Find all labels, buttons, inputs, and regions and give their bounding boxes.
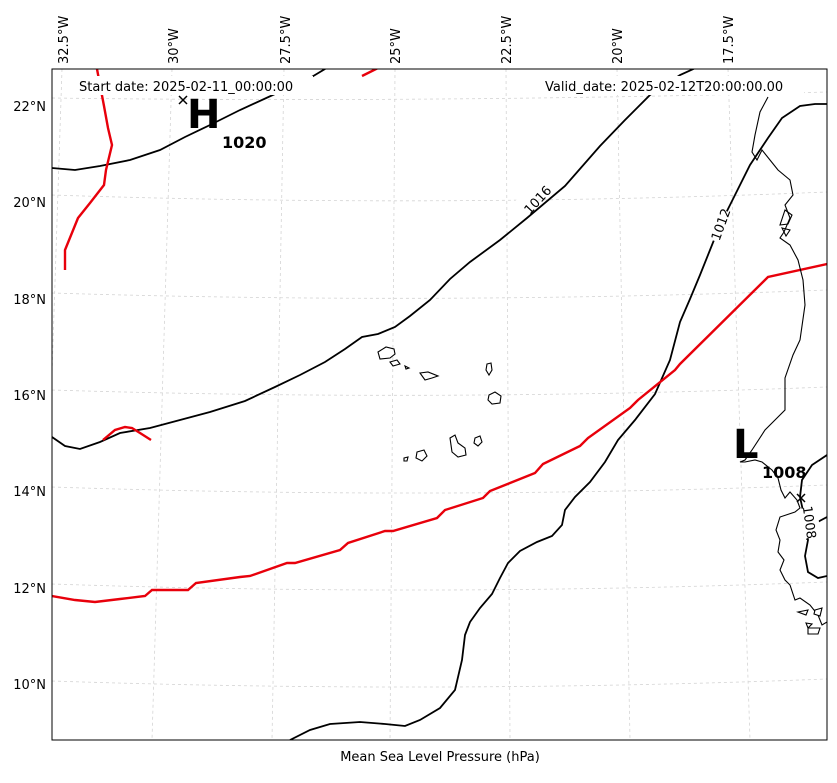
island-sao-vicente	[389, 359, 401, 367]
lon-label: 32.5°W	[57, 16, 72, 64]
map-caption: Mean Sea Level Pressure (hPa)	[340, 750, 540, 765]
lat-label: 12°N	[13, 582, 46, 597]
front-west	[63, 69, 114, 270]
lon-label: 30°W	[167, 28, 182, 64]
valid-date: Valid_date: 2025-02-12T20:00:00.00	[545, 80, 783, 95]
lat-label: 18°N	[13, 293, 46, 308]
lat-label: 16°N	[13, 389, 46, 404]
africa-coast	[739, 96, 827, 626]
island-santo-antao	[377, 346, 396, 360]
high-center-x-icon	[178, 95, 188, 105]
longitude-labels: 32.5°W 30°W 27.5°W 25°W 22.5°W 20°W 17.5…	[57, 16, 737, 64]
lon-label: 22.5°W	[500, 16, 515, 64]
island-maio	[473, 435, 483, 447]
low-pressure-marker	[796, 493, 806, 503]
island-bissagos-2	[813, 607, 823, 617]
fronts	[52, 69, 827, 604]
low-value: 1008	[762, 463, 807, 482]
island-santa-luzia	[404, 364, 411, 370]
latitude-labels: 22°N 20°N 18°N 16°N 14°N 12°N 10°N	[13, 100, 46, 693]
contour-label-1008: 1008	[799, 505, 818, 540]
lat-label: 22°N	[13, 100, 46, 115]
front-cold	[52, 262, 827, 604]
island-brava	[403, 456, 409, 462]
map-frame	[51, 68, 828, 741]
lat-label: 20°N	[13, 196, 46, 211]
lat-label: 14°N	[13, 485, 46, 500]
lon-label: 25°W	[389, 28, 404, 64]
cape-verde-islands	[377, 346, 823, 635]
coastline	[739, 96, 827, 626]
lon-label: 20°W	[611, 28, 626, 64]
graticule	[52, 69, 827, 740]
map-background	[52, 69, 827, 740]
island-boa-vista	[487, 391, 502, 405]
island-santiago	[449, 434, 467, 458]
lat-label: 10°N	[13, 678, 46, 693]
start-date: Start date: 2025-02-11_00:00:00	[79, 80, 293, 95]
island-sao-nicolau	[419, 371, 440, 381]
lon-label: 27.5°W	[279, 16, 294, 64]
island-bissagos-4	[807, 627, 821, 635]
high-pressure-marker	[178, 95, 188, 105]
island-sal	[485, 362, 493, 377]
low-letter: L	[733, 422, 759, 468]
island-bissagos-3	[805, 622, 814, 629]
low-center-x-icon	[796, 493, 806, 503]
front-small	[102, 425, 152, 442]
high-value: 1020	[222, 133, 267, 152]
island-bissagos-1	[796, 609, 809, 616]
lon-label: 17.5°W	[722, 16, 737, 64]
island-fogo	[415, 449, 428, 462]
isobar-1012	[289, 103, 827, 740]
high-letter: H	[187, 92, 220, 138]
